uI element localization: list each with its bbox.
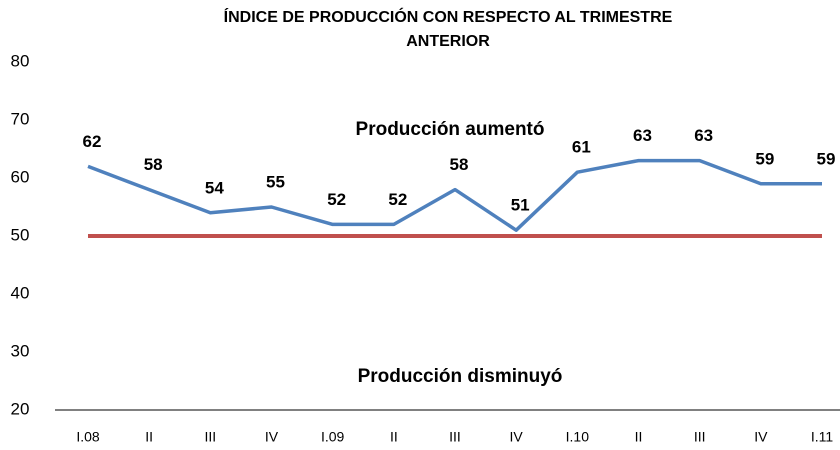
data-label: 52 — [327, 190, 346, 209]
y-tick-label: 30 — [11, 341, 30, 360]
x-tick-label: III — [694, 429, 706, 445]
chart-title: ÍNDICE DE PRODUCCIÓN CON RESPECTO AL TRI… — [224, 7, 673, 26]
data-label: 63 — [633, 126, 652, 145]
data-label: 59 — [817, 149, 836, 168]
x-tick-label: III — [204, 429, 216, 445]
x-tick-label: II — [145, 429, 153, 445]
x-tick-label: III — [449, 429, 461, 445]
data-label: 59 — [755, 149, 774, 168]
data-line — [87, 158, 822, 232]
annotation: Producción aumentó — [356, 119, 545, 140]
x-tick-label: II — [635, 429, 643, 445]
data-label: 55 — [266, 172, 285, 191]
data-label: 52 — [388, 190, 407, 209]
y-tick-label: 80 — [11, 51, 30, 70]
x-tick-label: I.09 — [321, 429, 345, 445]
chart-title: ANTERIOR — [406, 33, 490, 50]
x-tick-label: IV — [510, 429, 524, 445]
x-tick-label: I.11 — [811, 429, 834, 445]
data-label: 51 — [511, 196, 530, 215]
x-tick-label: I.10 — [566, 429, 590, 445]
data-label: 62 — [83, 132, 102, 151]
x-tick-label: IV — [265, 429, 279, 445]
data-label: 61 — [572, 138, 591, 157]
y-tick-label: 40 — [11, 283, 30, 302]
y-tick-label: 70 — [11, 109, 30, 128]
x-tick-label: IV — [754, 429, 768, 445]
y-tick-label: 20 — [11, 399, 30, 418]
y-tick-label: 60 — [11, 167, 30, 186]
x-tick-label: II — [390, 429, 398, 445]
data-label: 54 — [205, 178, 224, 197]
annotation: Producción disminuyó — [358, 366, 563, 387]
data-label: 58 — [144, 155, 163, 174]
data-label: 63 — [694, 126, 713, 145]
y-tick-label: 50 — [11, 225, 30, 244]
x-tick-label: I.08 — [76, 429, 100, 445]
data-label: 58 — [450, 155, 469, 174]
